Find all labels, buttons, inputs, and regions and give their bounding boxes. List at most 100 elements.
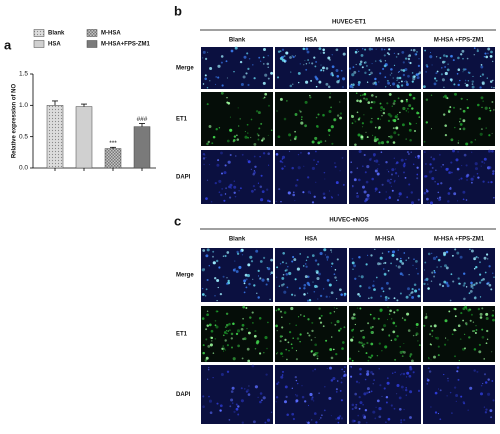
cell	[304, 124, 307, 128]
cell	[424, 49, 427, 52]
cell	[284, 59, 287, 62]
cell	[385, 86, 387, 88]
cell	[232, 268, 236, 272]
micrograph	[349, 92, 421, 146]
cell	[247, 393, 251, 396]
cell	[355, 92, 358, 95]
cell	[248, 385, 250, 387]
cell	[226, 251, 230, 254]
cell	[454, 92, 457, 96]
cell	[485, 55, 489, 59]
cell	[475, 329, 478, 331]
cell	[327, 56, 331, 60]
panel-label: a	[4, 37, 12, 52]
cell	[430, 359, 432, 361]
cell	[351, 257, 354, 260]
cell	[442, 96, 445, 98]
cell	[313, 159, 315, 162]
micrograph-bg	[275, 306, 347, 362]
cell	[340, 399, 343, 402]
cell	[391, 173, 393, 176]
cell	[366, 391, 369, 395]
cell	[450, 273, 453, 276]
cell	[224, 254, 227, 258]
cell	[219, 292, 223, 296]
cell	[443, 264, 448, 268]
cell	[385, 281, 389, 285]
cell	[208, 125, 212, 128]
cell	[247, 67, 250, 71]
cell	[237, 405, 240, 408]
cell	[442, 164, 444, 166]
cell	[409, 355, 412, 358]
cell	[358, 255, 361, 259]
cell	[388, 171, 390, 173]
cell	[350, 161, 352, 163]
cell	[304, 275, 308, 279]
cell	[466, 99, 468, 101]
cell	[462, 57, 464, 60]
cell	[425, 188, 428, 191]
cell	[487, 52, 489, 55]
cell	[399, 374, 402, 376]
cell	[353, 317, 357, 320]
cell	[362, 94, 364, 96]
cell	[483, 162, 486, 164]
cell	[475, 266, 478, 269]
cell	[310, 339, 313, 341]
cell	[305, 421, 307, 423]
cell	[303, 293, 306, 296]
cell	[316, 163, 318, 166]
cell	[361, 344, 364, 347]
cell	[242, 75, 246, 79]
cell	[216, 163, 220, 167]
micrograph	[423, 47, 495, 89]
cell	[261, 399, 263, 401]
cell	[429, 52, 432, 54]
cell	[438, 198, 441, 202]
cell	[382, 108, 386, 111]
cell	[220, 373, 224, 376]
cell	[388, 335, 391, 337]
cell	[469, 386, 473, 390]
micrograph	[275, 248, 347, 302]
cell	[357, 118, 361, 121]
cell	[315, 181, 317, 183]
cell	[328, 134, 330, 136]
cell	[259, 185, 263, 188]
cell	[217, 76, 220, 79]
cell	[488, 166, 492, 170]
cell	[257, 134, 260, 137]
cell	[394, 172, 398, 175]
cell	[334, 165, 337, 168]
cell	[316, 276, 320, 281]
cell	[311, 321, 314, 324]
cell	[456, 200, 459, 202]
cell	[350, 375, 353, 378]
cell	[489, 54, 493, 58]
cell	[445, 266, 449, 270]
cell	[396, 161, 399, 164]
cell	[395, 126, 399, 130]
cell	[400, 385, 404, 389]
cell	[220, 55, 224, 58]
cell	[397, 97, 400, 100]
cell	[351, 419, 355, 423]
cell	[264, 73, 268, 77]
cell	[388, 196, 392, 199]
cell	[407, 329, 411, 332]
cell	[443, 373, 445, 376]
cell	[257, 275, 260, 277]
micrograph-bg	[275, 150, 347, 204]
cell	[338, 415, 342, 418]
cell	[380, 60, 382, 63]
cell	[399, 259, 403, 263]
cell	[458, 360, 460, 362]
cell	[371, 94, 373, 96]
cell	[354, 323, 356, 326]
cell	[336, 258, 339, 261]
cell	[362, 343, 364, 345]
cell	[423, 269, 426, 271]
cell	[398, 81, 400, 84]
cell	[217, 159, 220, 162]
